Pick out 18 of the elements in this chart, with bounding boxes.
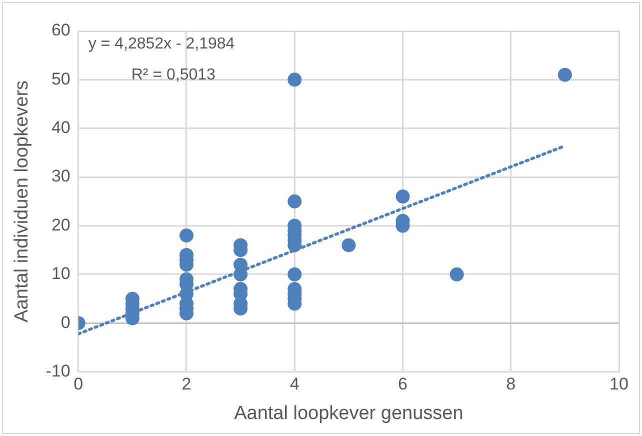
y-tick-label: 40: [51, 118, 70, 138]
y-tick-label: 50: [51, 69, 70, 88]
x-tick-label: 4: [290, 374, 300, 394]
y-tick-label: -10: [46, 361, 70, 380]
annotation: y = 4,2852x - 2,1984: [88, 35, 235, 52]
y-tick-label: 20: [51, 215, 70, 234]
x-tick-label: 6: [398, 374, 408, 394]
y-tick-label: 60: [51, 20, 70, 40]
y-axis-title: Aantal individuen loopkevers: [12, 80, 33, 322]
y-tick-label: 30: [51, 166, 70, 186]
y-tick-label: 0: [60, 312, 70, 332]
y-tick-label: 10: [51, 264, 70, 284]
x-tick-label: 8: [506, 374, 516, 394]
x-axis-title: Aantal loopkever genussen: [234, 402, 464, 424]
x-tick-label: 10: [610, 374, 628, 394]
x-tick-label: 0: [74, 374, 84, 394]
annotation: R² = 0,5013: [131, 66, 216, 84]
x-tick-label: 2: [182, 374, 192, 394]
